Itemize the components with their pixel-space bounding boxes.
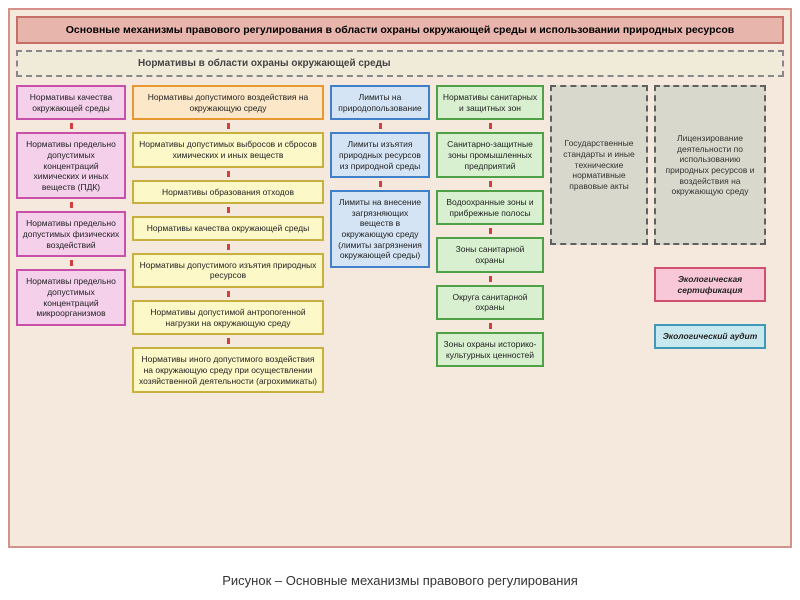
column-2: Нормативы допустимого воздействия на окр… [132,85,324,393]
connector-icon [227,123,230,129]
subtitle-bar: Нормативы в области охраны окружающей ср… [16,50,784,77]
diagram-frame: Основные механизмы правового регулирован… [8,8,792,548]
figure-caption: Рисунок – Основные механизмы правового р… [0,573,800,588]
column-1: Нормативы качества окружающей среды Норм… [16,85,126,326]
box-c3-1: Лимиты изъятия природных ресурсов из при… [330,132,430,178]
connector-icon [227,171,230,177]
column-5: Государственные стандарты и иные техниче… [550,85,648,245]
box-c2-4: Нормативы допустимой антропогенной нагру… [132,300,324,335]
connector-icon [227,207,230,213]
box-c2-3: Нормативы допустимого изъятия природных … [132,253,324,288]
box-c3-2: Лимиты на внесение загрязняющих веществ … [330,190,430,268]
column-6: Лицензирование деятельности по использов… [654,85,766,349]
box-c3-0: Лимиты на природопользование [330,85,430,120]
connector-icon [489,181,492,187]
connector-icon [379,123,382,129]
box-c2-header: Нормативы допустимого воздействия на окр… [132,85,324,120]
connector-icon [227,338,230,344]
connector-icon [379,181,382,187]
box-c4-5: Зоны охраны историко-культурных ценносте… [436,332,544,367]
main-title: Основные механизмы правового регулирован… [16,16,784,44]
columns-area: Нормативы качества окружающей среды Норм… [10,85,790,393]
box-c4-0: Нормативы санитарных и защитных зон [436,85,544,120]
column-4: Нормативы санитарных и защитных зон Сани… [436,85,544,367]
column-3: Лимиты на природопользование Лимиты изъя… [330,85,430,268]
box-c1-1: Нормативы предельно допустимых концентра… [16,132,126,199]
box-c4-4: Округа санитарной охраны [436,285,544,320]
box-c4-1: Санитарно-защитные зоны промышленных пре… [436,132,544,178]
connector-icon [70,260,73,266]
box-c2-1: Нормативы образования отходов [132,180,324,205]
box-c5: Государственные стандарты и иные техниче… [550,85,648,245]
box-cert: Экологическая сертификация [654,267,766,302]
connector-icon [70,123,73,129]
box-c2-5: Нормативы иного допустимого воздействия … [132,347,324,393]
connector-icon [227,291,230,297]
connector-icon [70,202,73,208]
box-c2-2: Нормативы качества окружающей среды [132,216,324,241]
box-c6-top: Лицензирование деятельности по использов… [654,85,766,245]
connector-icon [489,323,492,329]
connector-icon [489,228,492,234]
connector-icon [489,276,492,282]
box-audit: Экологический аудит [654,324,766,349]
connector-icon [227,244,230,250]
box-c4-3: Зоны санитарной охраны [436,237,544,272]
connector-icon [489,123,492,129]
box-c4-2: Водоохранные зоны и прибрежные полосы [436,190,544,225]
box-c1-3: Нормативы предельно допустимых концентра… [16,269,126,326]
box-c1-2: Нормативы предельно допустимых физически… [16,211,126,257]
box-c1-0: Нормативы качества окружающей среды [16,85,126,120]
box-c2-0: Нормативы допустимых выбросов и сбросов … [132,132,324,167]
